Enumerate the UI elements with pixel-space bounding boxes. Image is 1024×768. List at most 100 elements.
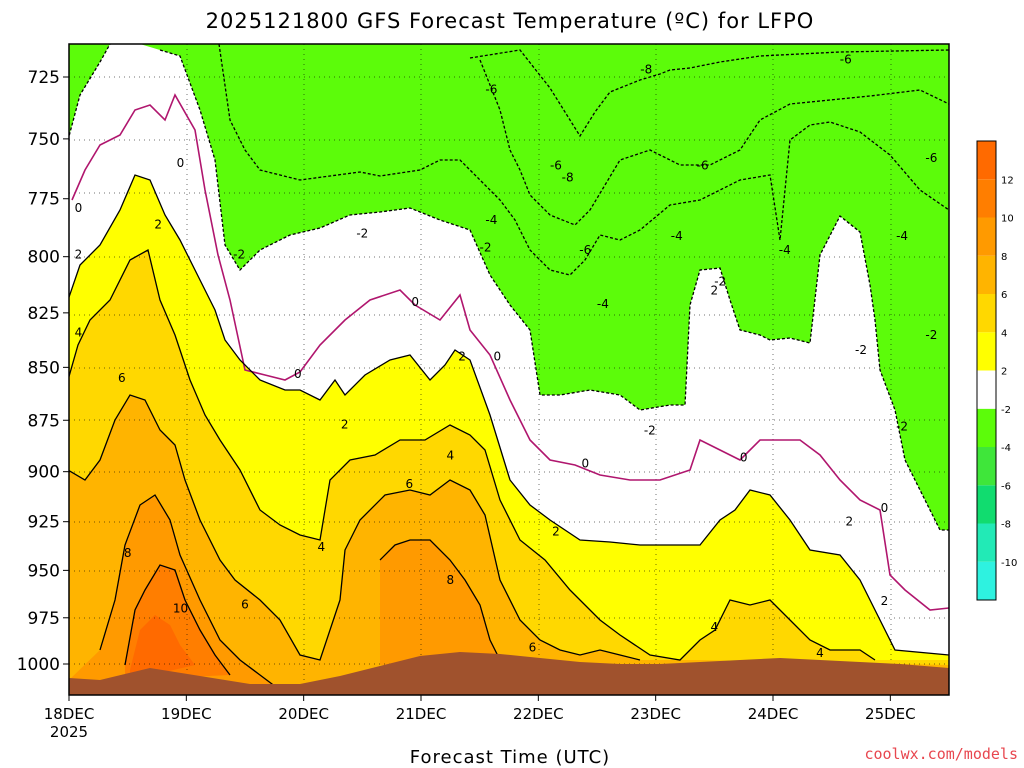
contour-label: 2: [341, 417, 349, 431]
contour-label-text: 2: [711, 284, 719, 298]
contour-label: 8: [447, 573, 455, 587]
contour-lines: [69, 44, 949, 691]
contour-label-text: 2: [552, 525, 560, 539]
contour-label-text: -4: [779, 243, 791, 257]
contour-label-text: 6: [529, 640, 537, 654]
contour-label-text: -6: [550, 158, 562, 172]
contour-label-text: 2: [341, 417, 349, 431]
contour-label-text: -6: [485, 83, 497, 97]
y-tick-label: 800: [28, 248, 60, 268]
contour-label: -6: [550, 158, 562, 172]
contour-label: 2: [711, 284, 719, 298]
contour-label: -6: [485, 83, 497, 97]
colorbar-tick-label: -8: [1001, 520, 1011, 531]
contour-label-text: -8: [640, 62, 652, 76]
y-tick-label: 725: [28, 68, 60, 88]
contour-label-text: -6: [840, 52, 852, 66]
colorbar: -10 -8 -6 -4 -2 2 4 6 8 10 12: [976, 140, 1017, 601]
contour-label-text: -2: [480, 241, 492, 255]
contour-label: 0: [177, 156, 185, 170]
colorbar-tick-label: 2: [1001, 367, 1007, 378]
contour-plus-2: [69, 174, 949, 656]
contour-label: 0: [411, 295, 419, 309]
contour-label: 2: [881, 594, 889, 608]
contour-label: -6: [579, 243, 591, 257]
contour-label-text: 0: [493, 350, 501, 364]
contour-label-text: 4: [317, 540, 325, 554]
x-tick-label: 25DEC: [865, 705, 916, 723]
colorbar-tick-label: -2: [1001, 405, 1011, 416]
colorbar-tick-label: -10: [1001, 558, 1017, 569]
colorbar-tick-label: -4: [1001, 443, 1011, 454]
contour-label: 0: [75, 201, 83, 215]
y-tick-label: 850: [28, 358, 60, 378]
colorbar-tick-label: 4: [1001, 328, 1007, 339]
contour-label: 4: [816, 646, 824, 660]
colorbar-tick-label: 8: [1001, 252, 1007, 263]
x-tick-label: 22DEC: [513, 705, 564, 723]
contour-label-text: -4: [896, 229, 908, 243]
contour-minus-6: [479, 59, 949, 226]
contour-label-text: 0: [75, 201, 83, 215]
x-tick-label: 20DEC: [278, 705, 329, 723]
contour-label: -4: [597, 297, 609, 311]
x-axis-label: Forecast Time (UTC): [410, 747, 610, 768]
contour-label-text: -8: [562, 170, 574, 184]
contour-plus-6: [69, 394, 641, 661]
contour-label-text: 0: [411, 295, 419, 309]
contour-label-text: 0: [740, 450, 748, 464]
contour-label-text: -4: [597, 297, 609, 311]
contour-label: 0: [493, 350, 501, 364]
contour-label-text: -6: [925, 151, 937, 165]
contour-label: -8: [640, 62, 652, 76]
y-tick-label: 775: [28, 190, 60, 210]
contour-plus-4: [69, 249, 876, 661]
colorbar-segment: [977, 294, 996, 333]
contour-label-text: 4: [75, 326, 83, 340]
x-tick-label: 23DEC: [630, 705, 681, 723]
contour-label-text: -2: [896, 420, 908, 434]
contour-label: -8: [562, 170, 574, 184]
y-tick-label: 975: [28, 609, 60, 629]
contour-minus-4: [218, 44, 949, 276]
contour-label-text: -4: [485, 213, 497, 227]
contour-label-text: 8: [447, 573, 455, 587]
colorbar-tick-label: 12: [1001, 175, 1014, 186]
contour-label-text: 0: [177, 156, 185, 170]
colorbar-segment: [977, 141, 996, 180]
y-tick-label: 825: [28, 304, 60, 324]
colorbar-segment: [977, 179, 996, 218]
band-plus-12: [130, 615, 195, 680]
contour-label: -6: [697, 158, 709, 172]
colorbar-segment: [977, 370, 996, 409]
contour-label: -6: [925, 151, 937, 165]
contour-label: -2: [714, 275, 726, 289]
contour-label-text: 4: [711, 620, 719, 634]
contour-label: 4: [711, 620, 719, 634]
contour-label: -4: [896, 229, 908, 243]
contour-label: 4: [317, 540, 325, 554]
contour-label: 2: [75, 247, 83, 261]
credit-link[interactable]: coolwx.com/models: [864, 745, 1018, 763]
colorbar-segment: [977, 332, 996, 371]
contour-label: 4: [447, 448, 455, 462]
contour-label: 2: [458, 350, 466, 364]
x-tick-sublabel: 2025: [50, 723, 88, 741]
contour-label-text: -6: [697, 158, 709, 172]
contour-label-text: 2: [845, 515, 853, 529]
contour-label: -4: [779, 243, 791, 257]
contour-label-text: -2: [855, 343, 867, 357]
x-tick-label: 19DEC: [161, 705, 212, 723]
contour-label-text: 8: [124, 546, 132, 560]
y-axis-ticks: 725 750 775 800 825 850 875 900 925 950 975 1000: [17, 68, 69, 675]
contour-label: 2: [154, 217, 162, 231]
contour-label: 4: [75, 326, 83, 340]
contour-label: -4: [671, 229, 683, 243]
colorbar-segment: [977, 485, 996, 524]
contour-label: -4: [485, 213, 497, 227]
colorbar-tick-label: 6: [1001, 290, 1007, 301]
contour-labels: -6-8-6-8-6 -6-6-4-4-6 -4-4-4-2-2-2-2-2-2-2…: [75, 52, 938, 660]
contour-label-text: -2: [714, 275, 726, 289]
contour-label: 6: [405, 477, 413, 491]
